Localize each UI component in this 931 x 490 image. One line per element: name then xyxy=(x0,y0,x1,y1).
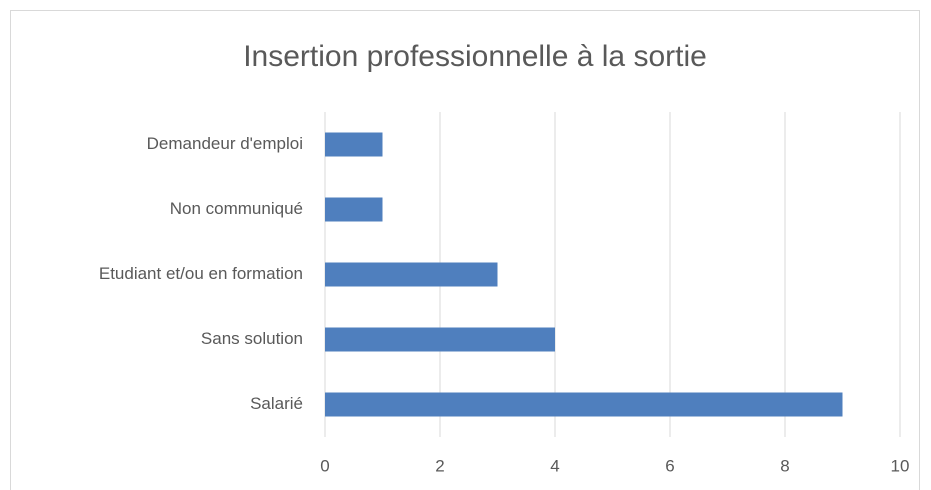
y-tick-label: Salarié xyxy=(250,394,303,413)
x-tick-label: 0 xyxy=(320,456,329,475)
x-tick-label: 10 xyxy=(891,456,910,475)
bar xyxy=(325,262,498,287)
x-tick-label: 6 xyxy=(665,456,674,475)
y-tick-label: Demandeur d'emploi xyxy=(147,134,303,153)
bar xyxy=(325,327,555,352)
chart-title: Insertion professionnelle à la sortie xyxy=(243,40,707,73)
x-tick-label: 4 xyxy=(550,456,559,475)
chart-border xyxy=(10,10,920,490)
y-tick-label: Non communiqué xyxy=(170,199,303,218)
bar xyxy=(325,132,383,157)
y-tick-label: Etudiant et/ou en formation xyxy=(99,264,303,283)
y-tick-label: Sans solution xyxy=(201,329,303,348)
x-tick-label: 2 xyxy=(435,456,444,475)
bar xyxy=(325,197,383,222)
x-tick-label: 8 xyxy=(780,456,789,475)
bar xyxy=(325,392,843,417)
